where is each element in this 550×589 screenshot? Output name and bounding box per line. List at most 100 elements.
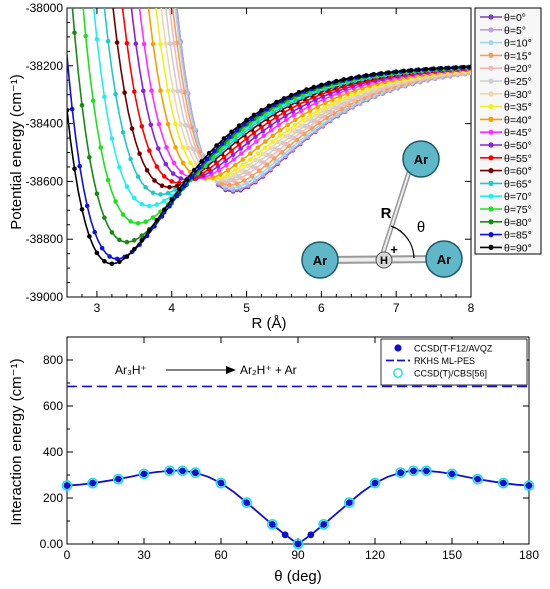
curve-point-theta-35 xyxy=(307,112,313,118)
curve-point-theta-25 xyxy=(280,140,285,146)
curve-point-theta-90 xyxy=(401,68,407,74)
cbs-point xyxy=(408,465,419,477)
legend-label-theta-10: θ=10° xyxy=(504,38,532,50)
panel1-ytick-label: -38400 xyxy=(26,117,64,131)
theta-label: θ xyxy=(417,219,425,236)
curve-point-theta-75 xyxy=(128,219,133,224)
panel1-xtick-label: 7 xyxy=(393,301,400,315)
curve-point-theta-90 xyxy=(408,68,414,73)
curve-point-theta-65 xyxy=(143,185,148,190)
curve-point-theta-80 xyxy=(109,230,115,235)
panel2-legend-frame xyxy=(380,338,528,386)
curve-point-theta-15 xyxy=(227,182,232,188)
curve-point-theta-40 xyxy=(173,145,178,150)
atom-label-top: Ar xyxy=(414,152,428,167)
atom-h xyxy=(375,251,393,269)
curve-point-theta-90 xyxy=(423,66,429,72)
curve-point-theta-70 xyxy=(132,195,137,201)
curve-point-theta-90 xyxy=(124,254,130,259)
legend-label-theta-85: θ=85° xyxy=(504,230,532,242)
curve-point-theta-90 xyxy=(147,228,152,233)
curve-point-theta-30 xyxy=(328,104,333,110)
curve-point-theta-40 xyxy=(300,112,306,118)
legend2-label: RKHS ML-PES xyxy=(414,356,475,366)
curve-point-theta-20 xyxy=(283,141,289,147)
curve-point-theta-65 xyxy=(128,156,133,162)
panel1-legend: θ=0°θ=5°θ=10°θ=15°θ=20°θ=25°θ=30°θ=35°θ=… xyxy=(480,12,532,254)
curve-point-theta-45 xyxy=(298,108,304,114)
curve-point-theta-30 xyxy=(230,172,236,178)
curve-point-theta-45 xyxy=(149,88,154,93)
curve-point-theta-90 xyxy=(289,92,294,98)
panel2-legend: CCSD(T-F12/AVQZ RKHS ML-PES CCSD(T)/CBS[56… xyxy=(386,344,493,379)
legend-label-theta-25: θ=25° xyxy=(504,76,532,88)
curve-point-theta-30 xyxy=(260,151,266,157)
curve-point-theta-90 xyxy=(281,96,287,101)
curve-point-theta-45 xyxy=(224,162,229,168)
curve-point-theta-90 xyxy=(468,64,471,70)
legend2-label: CCSD(T)/CBS[56] xyxy=(414,369,487,379)
cbs-point xyxy=(446,468,458,480)
curve-point-theta-25 xyxy=(295,129,300,134)
curve-point-theta-70 xyxy=(117,165,122,170)
curve-point-theta-15 xyxy=(242,178,247,183)
curve-point-theta-25 xyxy=(190,146,195,151)
curve-point-theta-45 xyxy=(268,128,274,133)
f12-point xyxy=(63,482,71,489)
curve-point-theta-85 xyxy=(99,245,105,251)
f12-point xyxy=(422,467,430,475)
curve-point-theta-70 xyxy=(124,184,130,189)
curve-point-theta-30 xyxy=(253,157,258,163)
curve-point-theta-50 xyxy=(275,118,281,123)
legend-label-theta-90: θ=90° xyxy=(504,242,532,254)
curve-point-theta-65 xyxy=(113,91,118,97)
f12-point xyxy=(525,482,533,489)
curve-point-theta-65 xyxy=(135,174,141,179)
curve-point-theta-90 xyxy=(349,75,354,81)
curve-point-theta-85 xyxy=(69,106,75,112)
curve-point-theta-55 xyxy=(236,142,242,147)
panel2-ytick-label: 200 xyxy=(43,491,63,505)
panel1-ytick-label: -38000 xyxy=(26,1,64,15)
curve-point-theta-50 xyxy=(268,123,273,128)
curve-point-theta-60 xyxy=(114,40,120,45)
curve-point-theta-55 xyxy=(244,136,249,141)
theta-arc xyxy=(390,225,415,259)
curve-point-theta-45 xyxy=(276,122,282,128)
reaction-arrowhead xyxy=(226,366,236,374)
products-label: Ar₂H⁺ + Ar xyxy=(240,363,297,377)
curve-point-theta-75 xyxy=(120,212,126,217)
f12-point xyxy=(268,521,276,528)
curve-point-theta-90 xyxy=(371,72,377,77)
curve-point-theta-40 xyxy=(255,145,261,150)
cbs-point xyxy=(164,465,176,477)
legend2-marker-cbs xyxy=(393,368,403,378)
curve-point-theta-90 xyxy=(356,74,362,79)
curve-theta-85 xyxy=(67,29,471,262)
curve-point-theta-45 xyxy=(261,133,267,139)
cbs-point xyxy=(189,467,201,479)
curve-point-theta-50 xyxy=(170,171,176,176)
curve-point-theta-40 xyxy=(150,41,156,47)
legend-label-theta-80: θ=80° xyxy=(504,217,532,229)
curve-point-theta-40 xyxy=(233,162,238,168)
legend-marker-theta-55 xyxy=(488,155,494,161)
curve-point-theta-55 xyxy=(139,124,145,129)
curve-point-theta-60 xyxy=(122,90,127,95)
curve-point-theta-40 xyxy=(158,88,163,93)
atom-ar-left xyxy=(301,241,339,279)
curve-point-theta-45 xyxy=(253,139,259,144)
panel2-xtick-label: 60 xyxy=(214,548,228,562)
cbs-point xyxy=(61,480,73,491)
legend2-marker-f12 xyxy=(394,344,402,352)
panel2-xtick-label: 150 xyxy=(442,548,462,562)
curve-point-theta-40 xyxy=(180,160,186,166)
panel2-xtick-label: 30 xyxy=(137,548,151,562)
curve-point-theta-90 xyxy=(461,64,466,70)
curve-point-theta-90 xyxy=(244,117,249,123)
curve-point-theta-45 xyxy=(216,167,222,173)
curve-point-theta-50 xyxy=(141,88,146,94)
curve-point-theta-55 xyxy=(154,164,160,169)
curve-point-theta-80 xyxy=(117,237,122,243)
legend-marker-theta-5 xyxy=(488,27,494,33)
